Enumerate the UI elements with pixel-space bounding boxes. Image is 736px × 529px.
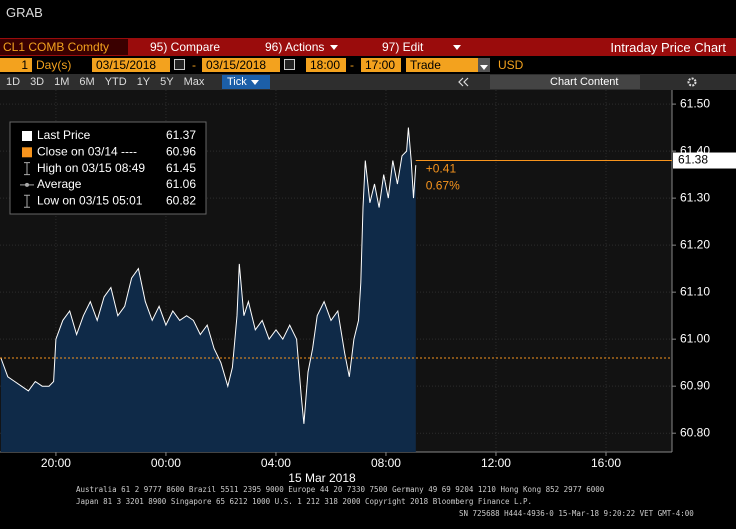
period-button[interactable]: 5Y — [160, 76, 174, 88]
legend-value: 61.37 — [166, 128, 196, 142]
view-title: Intraday Price Chart — [610, 40, 726, 55]
dropdown-arrow — [250, 79, 259, 85]
y-tick-label: 61.10 — [680, 284, 710, 298]
period-button[interactable]: 6M — [79, 76, 95, 88]
legend-value: 61.06 — [166, 177, 196, 191]
legend-label: High on 03/15 08:49 — [37, 161, 145, 175]
range-separator: - — [350, 58, 354, 72]
period-button[interactable]: 1M — [54, 76, 70, 88]
legend-label: Average — [37, 177, 82, 191]
legend-label: Low on 03/15 05:01 — [37, 193, 143, 207]
legend-box — [9, 121, 207, 215]
currency-label: USD — [498, 58, 524, 72]
dropdown-arrow — [330, 45, 339, 51]
footer-line: SN 725688 H444-4936-0 15-Mar-18 9:20:22 … — [459, 509, 694, 518]
legend-label: Close on 03/14 ---- — [37, 144, 137, 158]
title-bar: GRAB — [0, 0, 736, 38]
period-button[interactable]: YTD — [104, 76, 127, 88]
count-input[interactable]: 1 — [0, 58, 32, 72]
period-bar: 1D 3D 1M 6M YTD 1Y 5Y Max Tick Chart Content — [0, 74, 736, 90]
end-time-input[interactable]: 17:00 — [361, 58, 401, 72]
legend-value: 61.45 — [166, 161, 196, 175]
legend-label: Last Price — [37, 128, 91, 142]
legend-value: 60.96 — [166, 144, 196, 158]
period-button[interactable]: 3D — [30, 76, 45, 88]
edit-label: 97) Edit — [382, 40, 424, 54]
dropdown-arrow — [480, 65, 488, 71]
last-price-box — [673, 152, 736, 169]
period-buttons: 1D 3D 1M 6M YTD 1Y 5Y Max — [6, 75, 214, 89]
y-tick-label: 61.30 — [680, 190, 710, 204]
chart: 15 Mar 2018 61.5061.4061.3061.2061.1061.… — [0, 90, 736, 484]
price-area — [0, 127, 416, 452]
change-annotation: 0.67% — [426, 179, 460, 193]
x-tick-label: 04:00 — [261, 456, 291, 470]
collapse-button[interactable] — [455, 76, 471, 88]
actions-label: 96) Actions — [265, 40, 325, 54]
tick-mode-button[interactable]: Tick — [222, 75, 270, 89]
end-date-input[interactable]: 03/15/2018 — [202, 58, 280, 72]
field-select[interactable]: Trade — [406, 58, 478, 72]
period-button[interactable]: 1Y — [136, 76, 151, 88]
x-tick-label: 00:00 — [151, 456, 181, 470]
settings-icon — [687, 77, 697, 87]
start-time-input[interactable]: 18:00 — [306, 58, 346, 72]
unit-label: Day(s) — [36, 58, 72, 72]
collapse-icon — [458, 77, 469, 87]
calendar-icon[interactable] — [174, 59, 185, 70]
start-date-input[interactable]: 03/15/2018 — [92, 58, 170, 72]
x-tick-label: 12:00 — [481, 456, 511, 470]
footer-line: Japan 81 3 3201 8900 Singapore 65 6212 1… — [76, 497, 533, 506]
price-line — [0, 127, 417, 424]
x-axis-date-label: 15 Mar 2018 — [288, 471, 356, 484]
window-title: GRAB — [6, 5, 43, 20]
legend-icon — [24, 194, 30, 208]
change-annotation: +0.41 — [426, 162, 457, 176]
legend-icon — [25, 182, 29, 187]
x-tick-label: 08:00 — [371, 456, 401, 470]
chart-content-button[interactable]: Chart Content — [490, 75, 640, 89]
security-field[interactable]: CL1 COMB Comdty — [0, 39, 128, 55]
tick-mode-label: Tick — [227, 76, 247, 88]
y-tick-label: 60.80 — [680, 425, 710, 439]
calendar-icon[interactable] — [284, 59, 295, 70]
axis-background — [672, 90, 736, 452]
period-button[interactable]: 1D — [6, 76, 21, 88]
last-price-label: 61.38 — [678, 153, 708, 167]
toolbar: CL1 COMB Comdty 95) Compare 96) Actions … — [0, 38, 736, 56]
compare-button[interactable]: 95) Compare — [150, 40, 221, 54]
footer: Australia 61 2 9777 8600 Brazil 5511 239… — [0, 484, 736, 529]
legend-icon — [22, 147, 32, 158]
y-tick-label: 61.00 — [680, 331, 710, 345]
field-dropdown[interactable] — [478, 58, 490, 72]
dropdown-arrow — [453, 45, 462, 51]
settings-button[interactable] — [686, 76, 698, 88]
actions-button[interactable]: 96) Actions — [265, 40, 339, 54]
y-tick-label: 61.20 — [680, 237, 710, 251]
y-tick-label: 60.90 — [680, 378, 710, 392]
legend-icon — [22, 131, 32, 141]
range-bar: 1 Day(s) 03/15/2018 - 03/15/2018 18:00 -… — [0, 57, 736, 73]
y-tick-label: 61.50 — [680, 96, 710, 110]
x-tick-label: 20:00 — [41, 456, 71, 470]
period-button[interactable]: Max — [183, 76, 205, 88]
footer-line: Australia 61 2 9777 8600 Brazil 5511 239… — [76, 485, 605, 494]
legend-icon — [24, 162, 30, 176]
range-separator: - — [192, 58, 196, 72]
edit-button[interactable]: 97) Edit — [382, 40, 462, 54]
legend-value: 60.82 — [166, 193, 196, 207]
x-tick-label: 16:00 — [591, 456, 621, 470]
